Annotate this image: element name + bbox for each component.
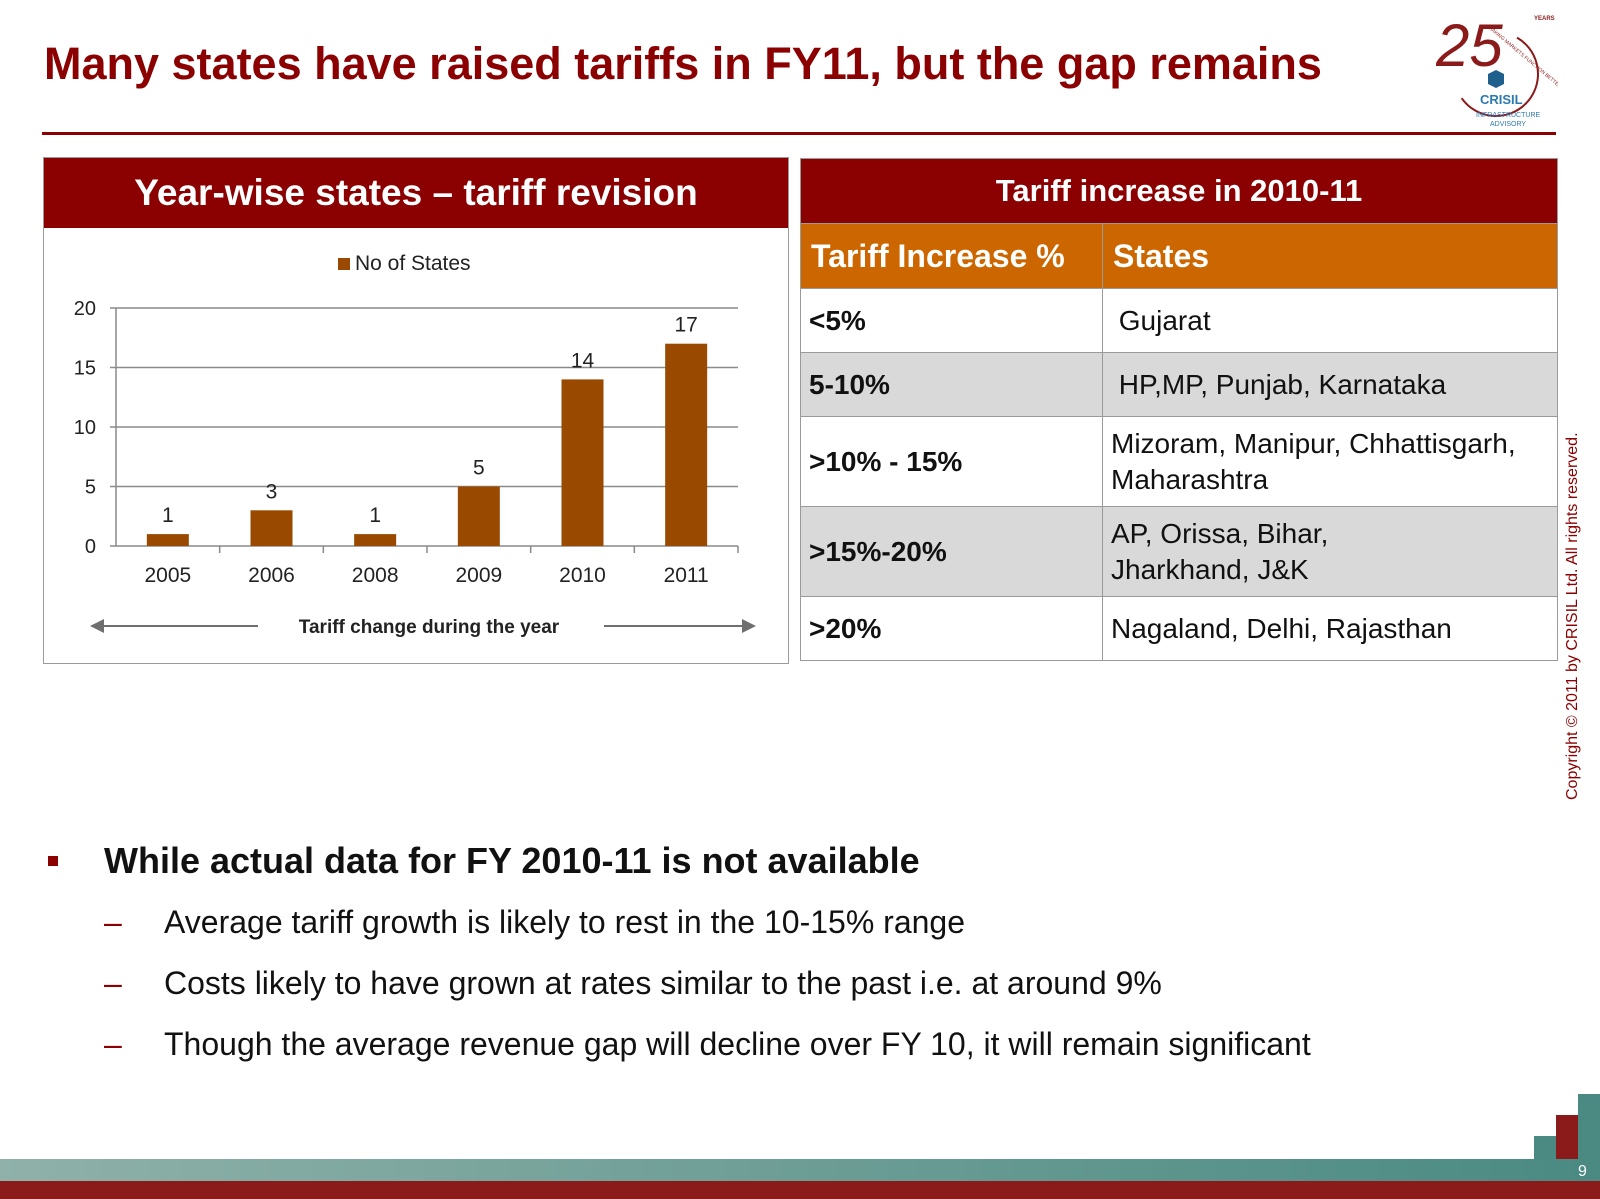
bar	[146, 534, 189, 546]
range-cell: >20%	[800, 596, 1103, 661]
x-tick-label: 2008	[352, 564, 399, 587]
chart-panel: Year-wise states – tariff revision No of…	[43, 157, 789, 664]
data-label: 5	[473, 457, 485, 480]
logo-years: YEARS	[1534, 16, 1555, 22]
dash-icon: –	[104, 965, 122, 1001]
page-number: 9	[1578, 1163, 1587, 1180]
bar-chart: No of States 0 5 10 15 20 1 2005 3 2006 1 2008 5 2009…	[74, 252, 756, 638]
footer-bar-accent	[0, 1181, 1600, 1199]
bar	[354, 534, 397, 546]
table-title: Tariff increase in 2010-11	[800, 158, 1558, 224]
legend-swatch	[338, 258, 350, 270]
bullet-main: While actual data for FY 2010-11 is not …	[44, 840, 1504, 900]
footer-bar	[0, 1159, 1600, 1181]
data-label: 3	[266, 480, 278, 503]
table-row: <5% Gujarat	[800, 288, 1558, 353]
logo-brand: CRISIL	[1480, 92, 1523, 107]
data-label: 1	[369, 504, 381, 527]
dash-icon: –	[104, 904, 122, 940]
y-tick-label: 20	[74, 298, 96, 320]
states-cell: AP, Orissa, Bihar, Jharkhand, J&K	[1102, 506, 1558, 597]
footer-step-decoration	[1534, 1136, 1556, 1159]
bar	[665, 343, 708, 546]
footer-step-decoration	[1556, 1115, 1578, 1159]
y-tick-label: 5	[85, 477, 96, 499]
slide-title: Many states have raised tariffs in FY11,…	[44, 38, 1322, 89]
title-divider	[42, 132, 1556, 135]
sub-bullet-text: Costs likely to have grown at rates simi…	[164, 965, 1162, 1001]
logo-line2: ADVISORY	[1490, 121, 1526, 128]
sub-bullet: – Costs likely to have grown at rates si…	[44, 961, 1504, 1022]
bar	[250, 510, 293, 546]
states-cell: Nagaland, Delhi, Rajasthan	[1102, 596, 1558, 661]
range-cell: >10% - 15%	[800, 416, 1103, 507]
logo-cube-icon	[1488, 70, 1504, 88]
table-row: 5-10% HP,MP, Punjab, Karnataka	[800, 352, 1558, 417]
sub-bullet: – Average tariff growth is likely to res…	[44, 900, 1504, 961]
x-tick-label: 2010	[559, 564, 606, 587]
copyright-notice: Copyright © 2011 by CRISIL Ltd. All righ…	[1564, 432, 1581, 800]
y-tick-label: 0	[85, 536, 96, 558]
footer-step-decoration	[1578, 1094, 1600, 1159]
states-cell: Mizoram, Manipur, Chhattisgarh, Maharash…	[1102, 416, 1558, 507]
x-tick-label: 2011	[664, 564, 709, 587]
data-label: 1	[162, 504, 174, 527]
bar	[457, 486, 500, 546]
logo-ring	[1453, 31, 1539, 117]
data-label: 17	[674, 314, 697, 337]
range-cell: <5%	[800, 288, 1103, 353]
x-tick-label: 2005	[144, 564, 191, 587]
chart-header: Year-wise states – tariff revision	[44, 158, 788, 228]
tariff-table: Tariff increase in 2010-11 Tariff Increa…	[800, 158, 1558, 661]
states-cell: HP,MP, Punjab, Karnataka	[1102, 352, 1558, 417]
table-header-states: States	[1102, 223, 1558, 289]
y-tick-label: 10	[74, 417, 96, 439]
x-tick-label: 2009	[455, 564, 502, 587]
table-header-range: Tariff Increase %	[800, 223, 1103, 289]
table-row: >20% Nagaland, Delhi, Rajasthan	[800, 596, 1558, 661]
bullet-main-text: While actual data for FY 2010-11 is not …	[104, 840, 920, 881]
range-cell: 5-10%	[800, 352, 1103, 417]
arrow-left-icon	[90, 619, 104, 633]
dash-icon: –	[104, 1026, 122, 1062]
states-cell: Gujarat	[1102, 288, 1558, 353]
y-tick-label: 15	[74, 358, 96, 380]
logo-line1: INFRASTRUCTURE	[1476, 112, 1540, 119]
bullet-list: While actual data for FY 2010-11 is not …	[44, 840, 1504, 1083]
bullet-square-icon	[48, 856, 58, 866]
range-cell: >15%-20%	[800, 506, 1103, 597]
data-label: 14	[571, 349, 595, 372]
x-tick-label: 2006	[248, 564, 295, 587]
arrow-right-icon	[742, 619, 756, 633]
sub-bullet: – Though the average revenue gap will de…	[44, 1022, 1504, 1083]
bar	[561, 379, 604, 546]
table-row: >15%-20% AP, Orissa, Bihar, Jharkhand, J…	[800, 506, 1558, 597]
sub-bullet-text: Average tariff growth is likely to rest …	[164, 904, 966, 940]
crisil-25-years-logo: 25 YEARS MAKING MARKETS FUNCTION BETTER …	[1436, 12, 1558, 128]
logo-number: 25	[1436, 12, 1503, 79]
arrow-label: Tariff change during the year	[299, 617, 560, 638]
sub-bullet-text: Though the average revenue gap will decl…	[164, 1026, 1311, 1062]
legend-label: No of States	[355, 252, 471, 275]
table-row: >10% - 15% Mizoram, Manipur, Chhattisgar…	[800, 416, 1558, 507]
